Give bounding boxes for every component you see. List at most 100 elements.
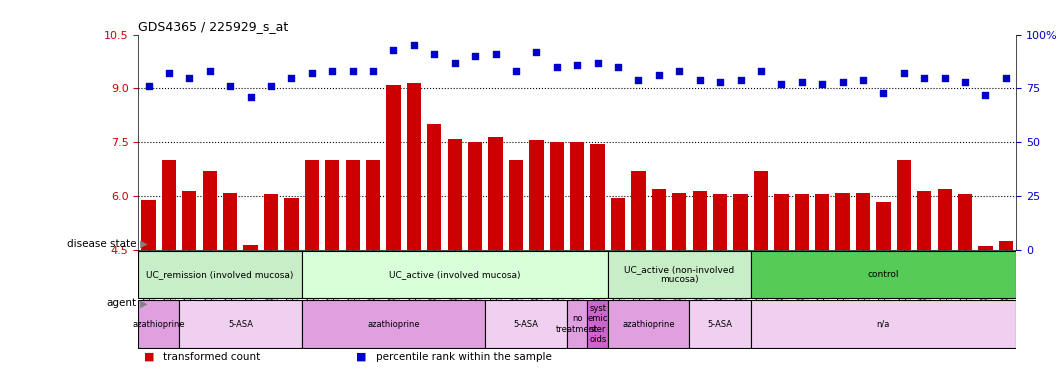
Bar <box>304 160 319 250</box>
Bar <box>775 194 788 250</box>
Point <box>426 51 443 57</box>
Text: control: control <box>867 270 899 279</box>
Text: ■: ■ <box>144 352 154 362</box>
Bar <box>488 137 502 250</box>
Text: 5-ASA: 5-ASA <box>228 319 253 329</box>
Text: no
treatment: no treatment <box>556 314 598 334</box>
Bar <box>753 171 768 250</box>
Text: UC_active (non-involved
mucosa): UC_active (non-involved mucosa) <box>625 265 734 285</box>
Text: ▶: ▶ <box>137 298 148 308</box>
Bar <box>162 160 176 250</box>
Bar <box>608 300 689 348</box>
Text: GDS4365 / 225929_s_at: GDS4365 / 225929_s_at <box>138 20 288 33</box>
Bar <box>264 194 278 250</box>
Bar <box>672 192 686 250</box>
Point <box>875 89 892 96</box>
Point <box>916 74 933 81</box>
Bar <box>202 171 217 250</box>
Point <box>895 70 912 76</box>
Bar <box>427 124 442 250</box>
Bar <box>244 245 257 250</box>
Point <box>834 79 851 85</box>
Bar <box>958 194 972 250</box>
Bar <box>138 251 301 298</box>
Bar <box>301 300 485 348</box>
Point <box>670 68 687 74</box>
Point <box>243 94 260 100</box>
Bar <box>652 189 666 250</box>
Bar <box>587 300 608 348</box>
Point <box>854 77 871 83</box>
Point <box>957 79 974 85</box>
Text: azathioprine: azathioprine <box>622 319 675 329</box>
Bar <box>795 194 809 250</box>
Bar <box>301 251 608 298</box>
Bar <box>713 194 728 250</box>
Point <box>548 64 565 70</box>
Text: disease state: disease state <box>67 239 136 249</box>
Point <box>323 68 340 74</box>
Point <box>487 51 504 57</box>
Point <box>589 60 606 66</box>
Point <box>692 77 709 83</box>
Point <box>772 81 789 87</box>
Point <box>140 83 157 89</box>
Text: 5-ASA: 5-ASA <box>708 319 733 329</box>
Point <box>794 79 811 85</box>
Bar <box>529 141 544 250</box>
Bar <box>142 200 155 250</box>
Point <box>161 70 178 76</box>
Point <box>344 68 361 74</box>
Point <box>936 74 953 81</box>
Point <box>528 49 545 55</box>
Bar <box>406 83 421 250</box>
Text: syst
emic
ster
oids: syst emic ster oids <box>587 304 608 344</box>
Text: azathioprine: azathioprine <box>367 319 420 329</box>
Bar <box>346 160 360 250</box>
Bar <box>138 300 179 348</box>
Text: ■: ■ <box>356 352 367 362</box>
Bar <box>509 160 523 250</box>
Bar <box>182 191 197 250</box>
Bar <box>608 251 751 298</box>
Point <box>610 64 627 70</box>
Bar <box>223 192 237 250</box>
Point <box>283 74 300 81</box>
Bar <box>366 160 380 250</box>
Bar <box>386 85 401 250</box>
Bar <box>567 300 587 348</box>
Text: ▶: ▶ <box>137 239 148 249</box>
Point <box>977 92 994 98</box>
Bar <box>937 189 952 250</box>
Point <box>303 70 320 76</box>
Point <box>568 62 585 68</box>
Text: 5-ASA: 5-ASA <box>514 319 538 329</box>
Bar <box>284 198 299 250</box>
Bar <box>877 202 891 250</box>
Bar <box>733 194 748 250</box>
Bar <box>897 160 911 250</box>
Bar <box>179 300 301 348</box>
Bar <box>326 160 339 250</box>
Point <box>446 60 463 66</box>
Bar <box>999 241 1013 250</box>
Point <box>405 42 422 48</box>
Bar <box>979 247 993 250</box>
Text: percentile rank within the sample: percentile rank within the sample <box>376 352 551 362</box>
Point <box>712 79 729 85</box>
Point <box>508 68 525 74</box>
Bar <box>751 251 1016 298</box>
Bar <box>570 142 584 250</box>
Point <box>752 68 769 74</box>
Bar <box>631 171 646 250</box>
Bar <box>835 192 850 250</box>
Point <box>997 74 1014 81</box>
Point <box>650 73 667 79</box>
Text: azathioprine: azathioprine <box>132 319 185 329</box>
Text: UC_remission (involved mucosa): UC_remission (involved mucosa) <box>146 270 294 279</box>
Point <box>263 83 280 89</box>
Text: n/a: n/a <box>877 319 891 329</box>
Bar <box>815 194 829 250</box>
Bar <box>550 142 564 250</box>
Bar <box>689 300 751 348</box>
